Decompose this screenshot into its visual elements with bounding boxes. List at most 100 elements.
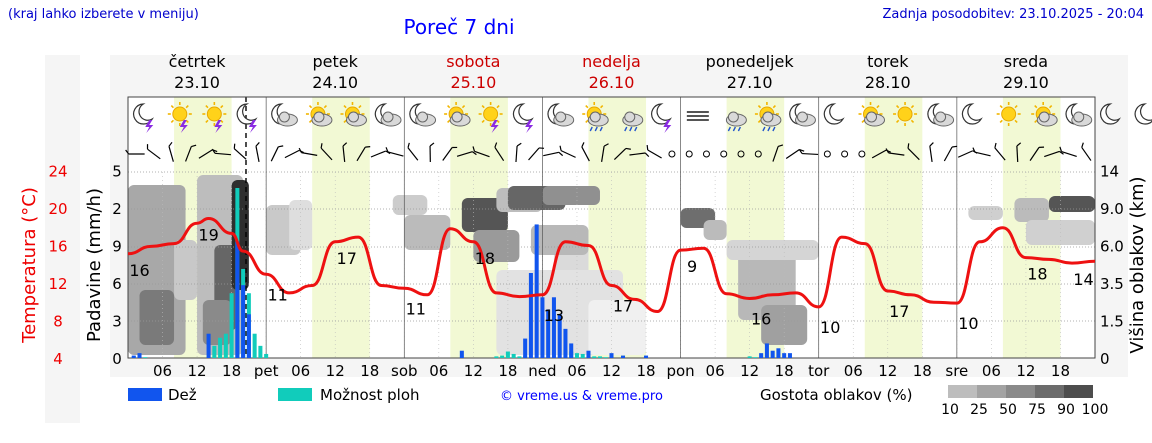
wind-barb-shaft: [802, 152, 819, 156]
moon-cloud-icon: [374, 103, 402, 127]
shower-bar: [580, 353, 585, 358]
wind-barb-flag: [365, 146, 371, 148]
sun-ray: [910, 119, 915, 124]
x-tick-label: 06: [844, 362, 863, 380]
wind-calm-mark: [754, 150, 762, 158]
x-tick-label: 06: [429, 362, 448, 380]
wind-barb-flag: [777, 144, 784, 148]
moon-thunderstorm-icon: [512, 103, 534, 133]
precip-tick: 3: [112, 313, 122, 331]
wind-barb-shaft: [974, 151, 991, 157]
sun-ray: [185, 104, 189, 109]
x-tick-label: 18: [775, 362, 794, 380]
wind-calm-mark: [720, 150, 728, 158]
sun-ray: [861, 104, 865, 109]
temperature-label: 11: [267, 285, 287, 304]
legend-rain-label: Dež: [168, 386, 197, 404]
sun-ray: [896, 104, 900, 109]
x-tick-label: 12: [740, 362, 759, 380]
sun-ray: [1034, 119, 1038, 124]
wind-barb-shaft: [214, 152, 231, 156]
temperature-label: 16: [129, 261, 149, 280]
x-tick-label: 06: [291, 362, 310, 380]
wind-barb: [385, 147, 404, 157]
rain-bar: [241, 285, 246, 358]
cloud-height-tick: 14: [1100, 163, 1119, 181]
wind-barb: [146, 144, 161, 160]
x-tick-label: tor: [808, 362, 830, 380]
temperature-label: 18: [1027, 265, 1047, 284]
wind-barb-flag: [429, 142, 435, 147]
wind-barb-flag: [1081, 142, 1084, 148]
cloud-density-swatch: [1064, 385, 1093, 398]
shower-bar: [212, 345, 217, 358]
wind-barb-shaft: [515, 145, 518, 163]
x-tick-label: 18: [1051, 362, 1070, 380]
legend-shower-label: Možnost ploh: [320, 386, 420, 404]
day-date: 28.10: [865, 73, 911, 92]
cloud-height-tick: 3.5: [1100, 275, 1124, 293]
wind-barb: [1016, 142, 1022, 163]
cloud-density-level: 50: [999, 402, 1017, 418]
cloud-density-patch: [588, 300, 647, 355]
sun-cloud-icon: [305, 102, 333, 127]
wind-barb: [1029, 146, 1045, 161]
credit-link[interactable]: © vreme.us & vreme.pro: [500, 389, 663, 404]
wind-barb-flag: [972, 147, 976, 153]
x-tick-label: ned: [528, 362, 556, 380]
shower-bar: [603, 357, 608, 358]
wind-calm-mark: [685, 150, 693, 158]
day-name: torek: [867, 52, 909, 71]
x-tick-label: sob: [391, 362, 418, 380]
rain-drops: [624, 126, 638, 132]
cloud-puff: [382, 111, 394, 123]
cloud-density-patch: [174, 240, 198, 300]
shower-bar: [517, 356, 522, 358]
cloud-density-patch: [139, 290, 175, 345]
wind-barb-shaft: [957, 150, 974, 158]
wind-barb-flag: [952, 145, 958, 148]
cloud-density-patch: [738, 250, 796, 320]
sun-ray: [757, 104, 762, 109]
wind-barb-shaft: [888, 152, 905, 156]
cloud-density-patch: [726, 240, 819, 260]
rain-bar: [557, 314, 562, 358]
temperature-label: 17: [889, 302, 909, 321]
x-tick-label: 12: [878, 362, 897, 380]
temperature-label: 10: [820, 318, 840, 337]
cloud-density-patch: [542, 186, 600, 205]
day-date: 26.10: [589, 73, 635, 92]
sun-shape: [1001, 106, 1017, 122]
sun-ray: [757, 119, 762, 124]
sun-cloud-rain-icon: [582, 102, 609, 132]
moon-thunderstorm-icon: [236, 103, 258, 133]
sun-ray: [447, 119, 451, 124]
moon-cloud-icon: [927, 103, 955, 127]
wind-barb: [543, 151, 564, 157]
sun-ray: [343, 104, 347, 109]
sun-ray: [896, 119, 900, 124]
wind-barb: [613, 147, 631, 160]
cloud-puff: [624, 111, 636, 123]
sun-cloud-icon: [340, 102, 367, 127]
wind-barb-flag: [625, 147, 631, 150]
moon-shape: [1100, 103, 1121, 125]
wind-barb-shaft: [270, 146, 279, 162]
shower-bar: [574, 353, 579, 358]
wind-barb-shaft: [320, 147, 333, 161]
cloud-rain-icon: [725, 111, 747, 132]
wind-calm-mark: [737, 150, 745, 158]
last-update: Zadnja posodobitev: 23.10.2025 - 20:04: [882, 7, 1144, 22]
wind-barb-flag: [255, 142, 260, 147]
wind-barb-flag: [233, 143, 236, 149]
sun-shape: [172, 106, 188, 122]
wind-barb-flag: [407, 142, 410, 148]
wind-barb-flag: [558, 151, 564, 157]
cloud-puff: [347, 111, 359, 123]
wind-barb-flag: [646, 144, 649, 151]
x-tick-label: 12: [1016, 362, 1035, 380]
cloud-puff: [762, 111, 774, 123]
day-name: četrtek: [169, 52, 227, 71]
x-tick-label: 12: [602, 362, 621, 380]
sun-ray: [1048, 104, 1053, 109]
